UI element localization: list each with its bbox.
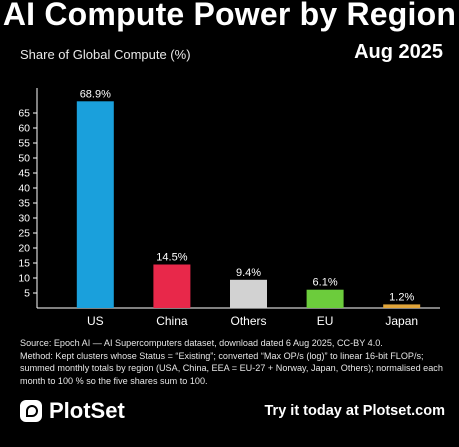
bar-eu (306, 289, 344, 308)
y-tick-label: 15 (18, 258, 30, 270)
cta-link[interactable]: Try it today at Plotset.com (264, 403, 446, 419)
bar-value-label: 14.5% (156, 252, 187, 264)
bar-value-label: 6.1% (313, 277, 338, 289)
bar-series: 68.9% 14.5% 9.4% 6.1% 1.2% (76, 88, 421, 308)
bar-us (76, 101, 114, 308)
bar-china (153, 264, 191, 308)
method-line-2: summed monthly totals by region (USA, Ch… (20, 363, 443, 374)
bar-chart: 5 10 15 20 25 30 35 40 45 50 55 60 65 US China Others E… (18, 88, 440, 328)
chart-title: AI Compute Power by Region (2, 0, 457, 32)
y-tick-label: 20 (18, 243, 30, 255)
y-tick-label: 30 (18, 213, 30, 225)
x-tick-label: Others (230, 314, 266, 328)
x-tick-label: EU (317, 314, 334, 328)
x-tick-label: China (156, 314, 188, 328)
y-tick-label: 60 (18, 123, 30, 135)
plotset-logo-icon (20, 400, 42, 422)
y-tick-label: 40 (18, 183, 30, 195)
y-tick-label: 10 (18, 273, 30, 285)
bar-japan (383, 304, 421, 308)
method-line-1: Method: Kept clusters whose Status = “Ex… (20, 350, 424, 361)
bar-others (230, 279, 267, 308)
bar-value-label: 1.2% (389, 291, 414, 303)
x-axis: US China Others EU Japan (37, 307, 440, 328)
y-tick-label: 55 (18, 138, 30, 150)
method-line-3: month to 100 % so the five shares sum to… (20, 375, 208, 386)
y-tick-label: 35 (18, 198, 30, 210)
y-axis: 5 10 15 20 25 30 35 40 45 50 55 60 65 (18, 88, 38, 308)
x-tick-label: US (87, 314, 104, 328)
source-note: Source: Epoch AI — AI Supercomputers dat… (20, 337, 450, 387)
brand-name: PlotSet (49, 398, 125, 423)
chart-subtitle: Share of Global Compute (%) (20, 47, 191, 62)
source-line: Source: Epoch AI — AI Supercomputers dat… (20, 338, 383, 348)
x-tick-label: Japan (385, 314, 418, 328)
brand: PlotSet (20, 398, 125, 424)
y-tick-label: 45 (18, 168, 30, 180)
y-tick-label: 5 (24, 288, 30, 300)
y-tick-label: 50 (18, 153, 30, 165)
y-tick-label: 65 (18, 108, 30, 120)
y-tick-label: 25 (18, 228, 30, 240)
bar-value-label: 9.4% (236, 267, 261, 279)
chart-date: Aug 2025 (354, 41, 443, 63)
bar-value-label: 68.9% (80, 88, 111, 100)
